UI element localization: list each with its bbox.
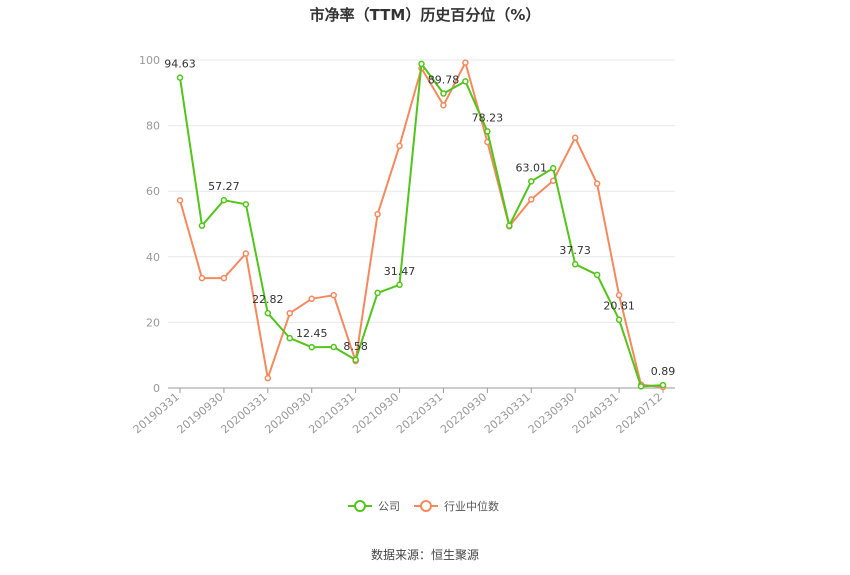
data-point[interactable]: [176, 74, 184, 81]
legend-item-industry-median[interactable]: 行业中位数: [414, 499, 499, 513]
y-tick-label: 40: [146, 251, 160, 264]
x-tick-label: 20240331: [570, 390, 621, 436]
x-tick-label: 20200930: [262, 390, 313, 436]
y-tick-label: 60: [146, 185, 160, 198]
x-tick-label: 20230331: [482, 390, 533, 436]
data-point[interactable]: [374, 210, 381, 218]
x-tick-label: 20220331: [394, 390, 445, 436]
x-tick-label: 20210331: [306, 390, 357, 436]
data-point[interactable]: [418, 60, 425, 68]
data-point[interactable]: [286, 334, 294, 342]
data-label: 63.01: [516, 161, 548, 174]
chart-title: 市净率（TTM）历史百分位（%）: [310, 6, 541, 24]
y-tick-label: 0: [153, 382, 160, 395]
data-point[interactable]: [396, 281, 403, 289]
y-axis-ticks: 0 20 40 60 80 100: [139, 54, 160, 395]
data-point[interactable]: [571, 134, 579, 141]
data-point[interactable]: [593, 180, 601, 187]
y-tick-label: 80: [146, 120, 160, 133]
data-point[interactable]: [396, 142, 403, 150]
data-label: 57.27: [208, 180, 240, 193]
data-point[interactable]: [440, 90, 447, 97]
series-line-1: [179, 61, 664, 388]
series-lines: [176, 59, 667, 391]
data-point[interactable]: [593, 271, 601, 279]
legend-industry-label: 行业中位数: [444, 499, 499, 513]
data-point[interactable]: [528, 196, 535, 203]
data-point[interactable]: [462, 78, 469, 85]
data-point[interactable]: [659, 381, 667, 389]
data-labels: 94.63 57.27 22.82 12.45 8.58 31.47 89.78 78.23 6…: [164, 58, 675, 378]
data-point[interactable]: [308, 295, 315, 303]
data-point[interactable]: [637, 383, 645, 390]
data-point[interactable]: [264, 374, 272, 382]
data-label: 22.82: [252, 293, 284, 306]
x-tick-label: 20230930: [526, 390, 577, 436]
data-point[interactable]: [330, 343, 337, 351]
x-tick-label: 20190930: [175, 390, 226, 436]
legend-industry-marker: [420, 500, 432, 512]
data-label: 12.45: [296, 327, 328, 340]
data-point[interactable]: [308, 343, 315, 351]
data-point[interactable]: [615, 316, 623, 323]
x-tick-label: 20210930: [350, 390, 401, 436]
data-point[interactable]: [220, 196, 228, 204]
data-point[interactable]: [198, 222, 206, 229]
data-point[interactable]: [242, 250, 250, 257]
legend[interactable]: 公司 行业中位数: [348, 499, 499, 513]
data-point[interactable]: [506, 222, 513, 229]
x-tick-label: 20220930: [438, 390, 489, 436]
y-tick-label: 100: [139, 54, 160, 67]
data-point[interactable]: [176, 197, 184, 204]
x-axis: 2019033120190930202003312020093020210331…: [131, 387, 675, 436]
data-label: 89.78: [428, 74, 460, 87]
data-label: 94.63: [164, 58, 196, 71]
data-label: 31.47: [384, 265, 416, 278]
data-label: 20.81: [603, 300, 635, 313]
x-tick-label: 20190331: [131, 390, 182, 436]
data-point[interactable]: [286, 309, 294, 317]
data-label: 8.58: [343, 340, 368, 353]
legend-company-label: 公司: [378, 500, 400, 513]
data-point[interactable]: [484, 128, 491, 135]
data-point[interactable]: [528, 178, 535, 185]
series-line-0: [179, 62, 664, 388]
y-tick-label: 20: [146, 316, 160, 329]
x-tick-label: 20200331: [218, 390, 269, 436]
data-point[interactable]: [220, 274, 228, 282]
legend-item-company[interactable]: 公司: [348, 500, 400, 513]
data-point[interactable]: [440, 102, 447, 109]
data-point[interactable]: [264, 309, 272, 317]
data-point[interactable]: [549, 164, 557, 172]
data-label: 78.23: [472, 111, 504, 124]
legend-company-marker: [354, 500, 366, 512]
x-tick-label: 20240712: [614, 390, 665, 436]
data-point[interactable]: [615, 291, 623, 299]
data-point[interactable]: [571, 260, 579, 268]
data-point[interactable]: [462, 59, 469, 66]
data-point[interactable]: [352, 356, 359, 364]
data-label: 37.73: [559, 244, 591, 257]
grid: [168, 59, 675, 389]
data-point[interactable]: [198, 274, 206, 282]
data-point[interactable]: [242, 201, 250, 208]
data-label: 0.89: [651, 365, 676, 378]
data-point[interactable]: [374, 289, 381, 297]
source-note: 数据来源：恒生聚源: [371, 547, 479, 562]
data-point[interactable]: [330, 291, 337, 299]
